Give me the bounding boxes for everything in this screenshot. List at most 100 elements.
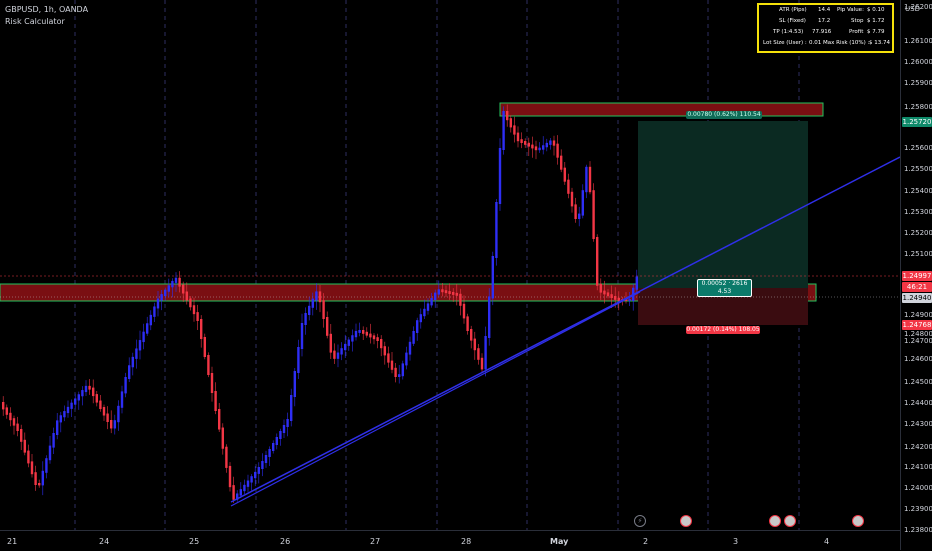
- candle-body: [59, 415, 62, 423]
- target-label[interactable]: 0.00780 (0.62%) 110.54: [686, 111, 762, 119]
- candle-body: [603, 290, 606, 295]
- calc-label: Pip Value:: [837, 7, 864, 13]
- time-label: 25: [189, 537, 200, 546]
- candle-body: [545, 142, 548, 148]
- candle-body: [452, 292, 455, 295]
- candle-body: [92, 387, 95, 397]
- candle-body: [192, 305, 196, 315]
- candle-body: [156, 298, 160, 309]
- candle-body: [45, 458, 48, 473]
- candle-body: [264, 455, 268, 463]
- flag-gb-icon[interactable]: [680, 515, 692, 527]
- candle-body: [380, 339, 383, 349]
- lightning-icon[interactable]: ⚡: [634, 515, 646, 527]
- candle-body: [66, 406, 70, 414]
- candle-body: [142, 331, 145, 343]
- candle-body: [30, 461, 34, 475]
- candle-body: [372, 335, 376, 340]
- candle-body: [390, 360, 394, 370]
- stop-label[interactable]: 0.00172 (0.14%) 108.05: [686, 326, 760, 334]
- countdown-badge: 46:21: [902, 282, 932, 292]
- time-label: 28: [461, 537, 472, 546]
- price-tick-label: 1.25600: [904, 144, 932, 152]
- candle-body: [628, 299, 631, 301]
- calc-value: $ 1.72: [867, 18, 885, 24]
- price-tick-label: 1.25900: [904, 79, 932, 87]
- candle-body: [153, 306, 156, 317]
- candle-body: [74, 398, 77, 405]
- candle-body: [560, 155, 563, 170]
- candle-body: [232, 485, 235, 500]
- candle-body: [344, 343, 347, 351]
- candle-body: [207, 355, 210, 375]
- candle-body: [455, 292, 458, 296]
- candle-body: [527, 142, 530, 147]
- candle-body: [365, 331, 368, 336]
- candle-body: [315, 291, 318, 301]
- candle-body: [228, 465, 232, 488]
- candle-body: [340, 348, 343, 355]
- candle-body: [401, 363, 404, 377]
- candle-body: [599, 283, 602, 293]
- time-label: 3: [733, 537, 739, 546]
- candle-body: [81, 390, 84, 397]
- candle-body: [146, 323, 149, 334]
- price-tick-label: 1.25500: [904, 165, 932, 173]
- candle-body: [347, 339, 350, 346]
- candle-body: [635, 276, 638, 290]
- candle-body: [297, 347, 300, 373]
- candle-body: [243, 484, 246, 492]
- candle-body: [182, 284, 185, 294]
- time-axis[interactable]: 21 24 25 26 27 28 May 2 3 4: [0, 530, 900, 551]
- candle-body: [117, 405, 120, 423]
- price-tick-label: 1.24100: [904, 463, 932, 471]
- calc-value: $ 13.74: [869, 40, 890, 46]
- candle-body: [394, 367, 397, 377]
- candle-body: [135, 348, 138, 359]
- time-label: 26: [280, 537, 291, 546]
- candle-body: [38, 483, 41, 486]
- flag-gb-icon[interactable]: [852, 515, 864, 527]
- candle-body: [578, 213, 581, 219]
- candle-body: [556, 143, 559, 158]
- time-label: 27: [370, 537, 381, 546]
- candle-body: [106, 413, 109, 422]
- candle-body: [290, 395, 293, 421]
- candle-body: [588, 166, 592, 193]
- trendline-steep: [230, 156, 900, 503]
- candle-body: [167, 285, 170, 292]
- time-label: 24: [99, 537, 110, 546]
- candle-body: [538, 147, 541, 151]
- candle-body: [524, 141, 527, 145]
- time-label: May: [550, 537, 569, 546]
- calc-value: $ 7.79: [867, 29, 885, 35]
- candle-body: [23, 439, 26, 453]
- candle-body: [333, 350, 336, 359]
- candle-body: [617, 297, 620, 301]
- candle-body: [423, 308, 426, 317]
- price-tick-label: 1.24500: [904, 378, 932, 386]
- symbol-title[interactable]: GBPUSD, 1h, OANDA: [5, 5, 89, 14]
- flag-gb-icon[interactable]: [784, 515, 796, 527]
- candle-body: [203, 337, 206, 357]
- entry-label[interactable]: 0.00052 · 2616 4.53: [697, 279, 752, 297]
- price-axis[interactable]: USD 1.26200 1.26100 1.26000 1.25900 1.25800 1…: [900, 0, 932, 550]
- candle-body: [495, 202, 498, 258]
- price-tick-label: 1.23900: [904, 505, 932, 513]
- candle-body: [239, 489, 242, 496]
- candle-body: [88, 385, 91, 390]
- flag-gb-icon[interactable]: [769, 515, 781, 527]
- price-tick-label: 1.26200: [904, 3, 932, 11]
- candle-body: [300, 323, 304, 349]
- candle-body: [110, 420, 113, 429]
- target-price-badge: 1.25720: [902, 117, 932, 127]
- candle-body: [196, 312, 199, 321]
- candle-body: [218, 409, 221, 430]
- indicator-title[interactable]: Risk Calculator: [5, 17, 65, 26]
- candle-body: [430, 298, 433, 306]
- price-chart[interactable]: [0, 0, 900, 530]
- candle-body: [329, 333, 332, 353]
- candle-body: [491, 256, 494, 299]
- candle-body: [419, 314, 422, 323]
- candle-body: [308, 305, 311, 315]
